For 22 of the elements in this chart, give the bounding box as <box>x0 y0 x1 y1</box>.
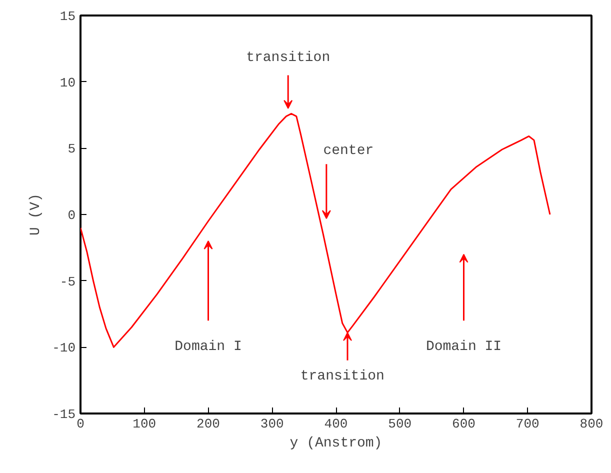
x-tick-label: 600 <box>452 416 476 432</box>
x-axis-title: y (Anstrom) <box>290 436 382 452</box>
annotation: transition <box>300 368 384 384</box>
y-tick-label: 0 <box>68 208 76 223</box>
annotation: transition <box>246 50 330 66</box>
y-tick-label: -10 <box>52 340 76 356</box>
x-tick-label: 200 <box>196 416 220 432</box>
x-tick-label: 500 <box>388 416 412 432</box>
y-tick-label: 10 <box>60 75 76 90</box>
x-tick-label: 400 <box>324 416 348 432</box>
y-tick-label: -15 <box>52 407 76 422</box>
x-tick-label: 100 <box>132 416 156 432</box>
y-tick-label: 15 <box>60 9 76 24</box>
y-axis-title: U (V) <box>28 193 44 236</box>
x-tick-label: 300 <box>260 416 284 432</box>
annotation: center <box>323 142 374 159</box>
x-tick-label: 700 <box>516 416 540 432</box>
y-tick-label: 5 <box>68 142 76 157</box>
y-tick-label: -5 <box>60 274 76 290</box>
x-tick-label: 800 <box>580 416 604 432</box>
annotation: Domain II <box>426 339 502 356</box>
annotation: Domain I <box>174 339 242 356</box>
